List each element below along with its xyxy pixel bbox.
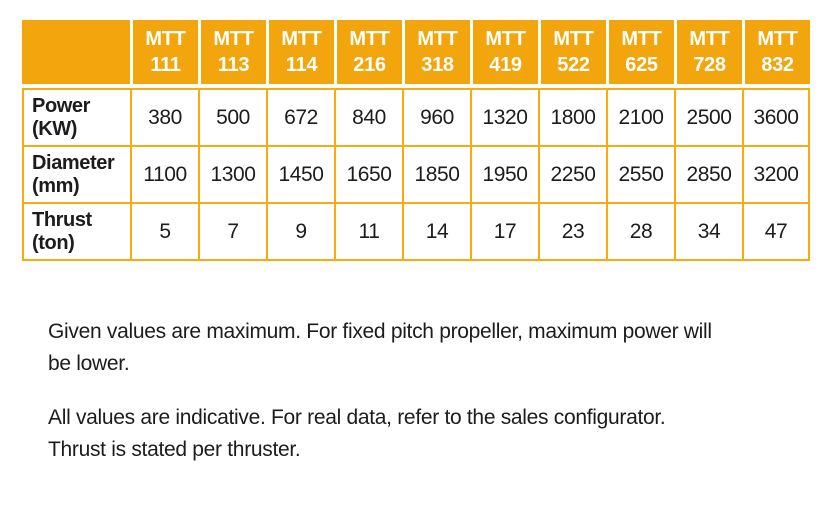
table-cell: 34 xyxy=(674,202,742,261)
table-cell: 2550 xyxy=(606,145,674,202)
table-cell: 1450 xyxy=(266,145,334,202)
note-maximum-values: Given values are maximum. For fixed pitc… xyxy=(48,320,712,375)
note-indicative-values: All values are indicative. For real data… xyxy=(48,406,666,461)
table-cell: 3600 xyxy=(742,88,810,145)
table-cell: 2250 xyxy=(538,145,606,202)
table-corner-cell xyxy=(22,20,130,84)
table-cell: 1850 xyxy=(402,145,470,202)
table-cell: 5 xyxy=(130,202,198,261)
table-cell: 9 xyxy=(266,202,334,261)
table-cell: 7 xyxy=(198,202,266,261)
row-label: Power (KW) xyxy=(22,88,130,145)
column-header: MTT 113 xyxy=(198,20,266,84)
table-cell: 28 xyxy=(606,202,674,261)
table-cell: 47 xyxy=(742,202,810,261)
column-header: MTT 216 xyxy=(334,20,402,84)
table-row: Power (KW) 380 500 672 840 960 1320 1800 2100 250… xyxy=(22,88,810,145)
column-header: MTT 111 xyxy=(130,20,198,84)
table-cell: 17 xyxy=(470,202,538,261)
table-row: Thrust (ton) 5 7 9 11 14 17 23 28 34 47 xyxy=(22,202,810,261)
table-cell: 840 xyxy=(334,88,402,145)
table-cell: 960 xyxy=(402,88,470,145)
row-label: Thrust (ton) xyxy=(22,202,130,261)
table-cell: 1320 xyxy=(470,88,538,145)
table-cell: 1300 xyxy=(198,145,266,202)
column-header: MTT 318 xyxy=(402,20,470,84)
column-header: MTT 625 xyxy=(606,20,674,84)
table-cell: 1800 xyxy=(538,88,606,145)
table-cell: 2850 xyxy=(674,145,742,202)
column-header: MTT 419 xyxy=(470,20,538,84)
table-cell: 500 xyxy=(198,88,266,145)
table-cell: 3200 xyxy=(742,145,810,202)
table-cell: 1650 xyxy=(334,145,402,202)
table-cell: 1950 xyxy=(470,145,538,202)
table-cell: 2500 xyxy=(674,88,742,145)
column-header: MTT 522 xyxy=(538,20,606,84)
table-cell: 11 xyxy=(334,202,402,261)
table-cell: 14 xyxy=(402,202,470,261)
table-cell: 1100 xyxy=(130,145,198,202)
table-body: Power (KW) 380 500 672 840 960 1320 1800 2100 250… xyxy=(22,88,810,261)
table-row: Diameter (mm) 1100 1300 1450 1650 1850 1950 225… xyxy=(22,145,810,202)
column-header: MTT 114 xyxy=(266,20,334,84)
table-header-row: MTT 111 MTT 113 MTT 114 MTT 216 MTT 318 MTT 4… xyxy=(22,20,810,84)
table-cell: 672 xyxy=(266,88,334,145)
column-header: MTT 832 xyxy=(742,20,810,84)
table-cell: 2100 xyxy=(606,88,674,145)
table-cell: 23 xyxy=(538,202,606,261)
column-header: MTT 728 xyxy=(674,20,742,84)
table-cell: 380 xyxy=(130,88,198,145)
row-label: Diameter (mm) xyxy=(22,145,130,202)
mtt-specs-table: MTT 111 MTT 113 MTT 114 MTT 216 MTT 318 MTT 4… xyxy=(22,20,810,261)
